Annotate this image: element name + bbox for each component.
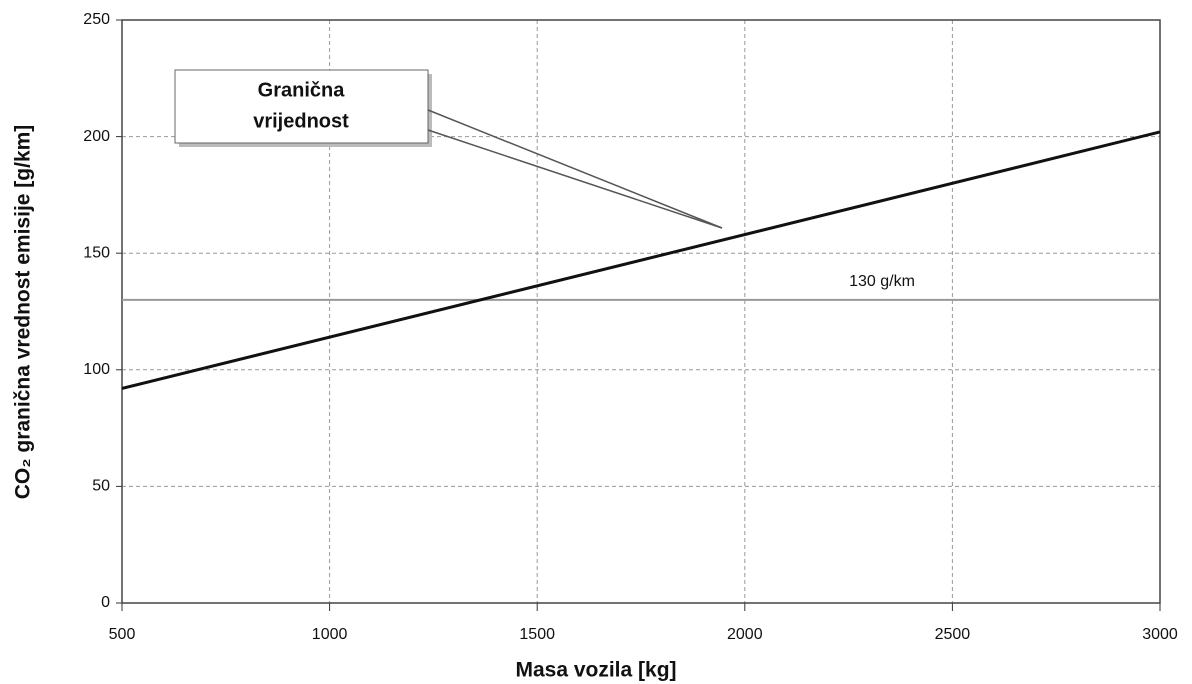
plot-area xyxy=(121,19,1161,604)
x-tick-label: 1000 xyxy=(312,626,348,643)
y-tick-label: 150 xyxy=(83,244,110,261)
y-axis-label: CO₂ granična vrednost emisije [g/km] xyxy=(12,125,35,500)
x-axis-label: Masa vozila [kg] xyxy=(515,659,676,682)
y-tick-label: 0 xyxy=(101,594,110,611)
annotation-text: vrijednost xyxy=(253,110,349,132)
callout-line xyxy=(427,109,723,229)
y-tick-label: 200 xyxy=(83,128,110,145)
annotation-text: Granična xyxy=(258,79,346,101)
y-tick-label: 100 xyxy=(83,361,110,378)
callout-line xyxy=(427,129,723,229)
reference-label: 130 g/km xyxy=(849,273,915,290)
x-tick-label: 3000 xyxy=(1142,626,1178,643)
y-tick-label: 250 xyxy=(83,11,110,28)
x-tick-label: 2500 xyxy=(935,626,971,643)
x-tick-label: 2000 xyxy=(727,626,763,643)
y-tick-label: 50 xyxy=(92,478,110,495)
x-tick-label: 500 xyxy=(109,626,136,643)
data-line xyxy=(121,130,1161,390)
annotation-box xyxy=(174,69,429,144)
x-tick-label: 1500 xyxy=(519,626,555,643)
annotation: Granična vrijednost xyxy=(174,69,723,229)
